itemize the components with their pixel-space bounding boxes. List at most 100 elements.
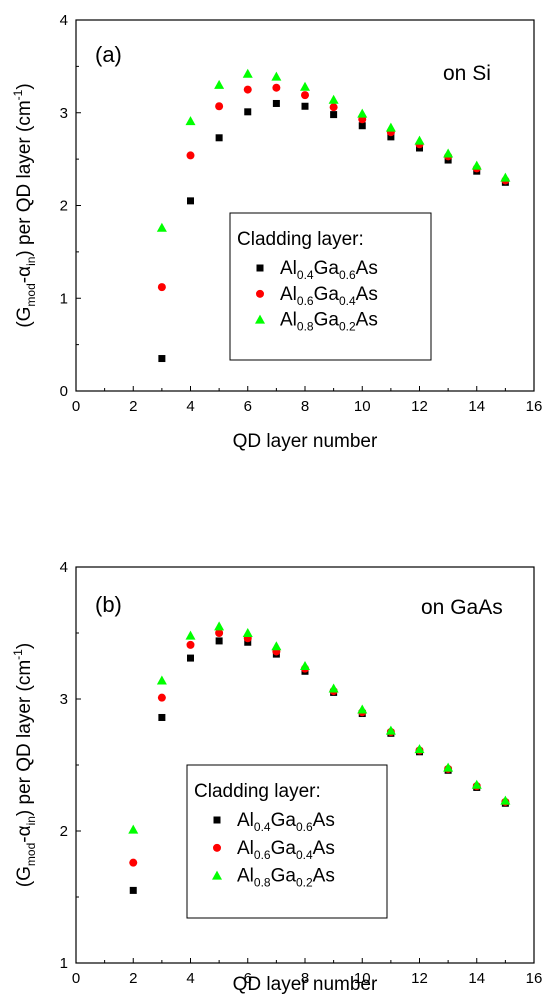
x-tick-label: 14	[468, 398, 485, 415]
legend-entry-label: Al0.6Ga0.4As	[237, 838, 335, 862]
x-axis-label: QD layer number	[233, 431, 378, 452]
data-point	[301, 91, 309, 100]
data-point	[357, 704, 368, 714]
legend-entry-label: Al0.4Ga0.6As	[237, 810, 335, 834]
data-point	[357, 108, 368, 118]
y-tick-label: 2	[60, 823, 68, 840]
data-point	[358, 122, 366, 130]
legend-marker	[255, 314, 265, 324]
x-tick-label: 12	[411, 970, 428, 987]
x-tick-label: 4	[186, 398, 194, 415]
x-tick-label: 12	[411, 398, 428, 415]
data-point	[272, 99, 280, 107]
y-tick-label: 4	[60, 559, 68, 576]
legend-marker	[213, 843, 221, 852]
y-tick-label: 3	[60, 691, 68, 708]
data-point	[185, 630, 196, 640]
legend-entry-label: Al0.8Ga0.2As	[237, 866, 335, 890]
x-tick-label: 14	[468, 970, 485, 987]
data-point	[328, 94, 339, 104]
data-point	[186, 151, 195, 160]
x-tick-label: 10	[354, 970, 371, 987]
data-point	[301, 102, 309, 110]
data-point	[214, 621, 225, 631]
legend-title: Cladding layer:	[194, 781, 321, 802]
legend-box	[186, 764, 388, 919]
legend-marker	[213, 816, 221, 824]
x-tick-label: 2	[129, 398, 137, 415]
data-point	[500, 172, 511, 182]
data-point	[215, 629, 224, 637]
x-tick-label: 6	[244, 970, 252, 987]
data-point	[329, 103, 338, 112]
data-point	[471, 160, 482, 170]
data-point	[443, 148, 454, 158]
x-tick-label: 6	[244, 398, 252, 415]
substrate-annotation: on GaAs	[421, 596, 503, 619]
data-point	[471, 779, 482, 789]
y-axis-label: (Gmod-αin) per QD layer (cm-1)	[11, 643, 38, 887]
data-point	[215, 637, 223, 645]
data-point	[271, 641, 282, 651]
legend: Cladding layer: Al0.4Ga0.6As Al0.6Ga0.4As A…	[186, 764, 388, 919]
legend-marker	[256, 264, 264, 272]
data-point	[414, 135, 425, 145]
data-point	[242, 68, 253, 78]
x-tick-label: 0	[72, 970, 80, 987]
data-point	[328, 683, 339, 693]
data-point	[242, 628, 253, 637]
data-point	[158, 355, 166, 363]
data-point	[385, 725, 396, 735]
x-tick-label: 4	[186, 970, 194, 987]
data-point	[157, 693, 166, 702]
y-tick-label: 3	[60, 105, 68, 122]
data-series-triangle	[156, 68, 511, 232]
data-point	[187, 197, 194, 205]
data-point	[330, 111, 338, 119]
legend: Cladding layer: Al0.4Ga0.6AsAl0.6Ga0.4AsA…	[229, 212, 432, 361]
data-point	[129, 886, 137, 894]
y-tick-label: 2	[60, 198, 68, 215]
data-point	[271, 71, 282, 81]
y-tick-label: 0	[60, 383, 68, 400]
x-tick-label: 16	[526, 398, 543, 415]
data-point	[157, 283, 166, 292]
data-point	[385, 122, 396, 132]
data-point	[243, 85, 252, 94]
data-series-triangle	[128, 621, 511, 834]
data-point	[443, 762, 454, 772]
legend-entry-label: Al0.8Ga0.2As	[280, 310, 378, 334]
y-axis-label: (Gmod-αin) per QD layer (cm-1)	[11, 83, 38, 327]
substrate-annotation: on Si	[443, 62, 491, 85]
data-point	[128, 824, 139, 834]
x-tick-label: 10	[354, 398, 371, 415]
data-point	[414, 744, 425, 754]
data-point	[158, 713, 166, 721]
y-tick-label: 1	[60, 955, 68, 972]
y-tick-label: 4	[60, 12, 68, 29]
legend-entry-label: Al0.4Ga0.6As	[280, 258, 378, 282]
x-tick-label: 0	[72, 398, 80, 415]
data-point	[387, 133, 395, 141]
data-point	[156, 675, 167, 685]
data-point	[129, 858, 138, 867]
data-point	[500, 795, 511, 805]
data-point	[215, 102, 224, 111]
x-tick-label: 8	[301, 398, 309, 415]
panel-label: (a)	[95, 42, 122, 67]
legend-entry-label: Al0.6Ga0.4As	[280, 284, 378, 308]
y-tick-label: 1	[60, 290, 68, 307]
data-point	[300, 81, 310, 91]
x-axis-label: QD layer number	[233, 974, 378, 995]
legend-title: Cladding layer:	[237, 229, 364, 250]
data-point	[214, 79, 225, 89]
data-point	[215, 134, 223, 142]
data-point	[272, 83, 281, 92]
data-point	[156, 222, 167, 232]
x-tick-label: 16	[526, 970, 543, 987]
x-tick-label: 2	[129, 970, 137, 987]
data-point	[186, 640, 195, 649]
